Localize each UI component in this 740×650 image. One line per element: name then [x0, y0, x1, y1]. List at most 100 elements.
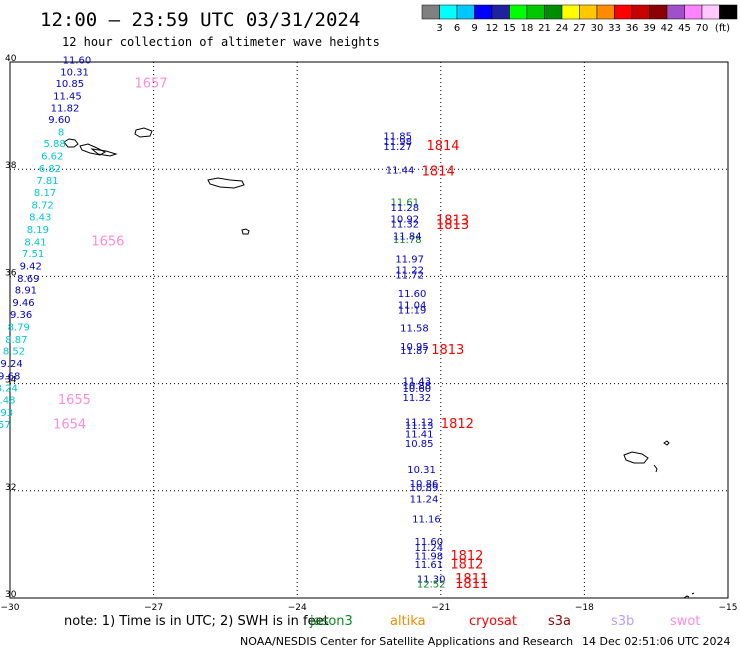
pass-time-label: 1811 [455, 577, 488, 592]
pass-time-label: 1813 [431, 343, 464, 358]
wave-height-value: 8.24 [0, 384, 18, 395]
wave-height-value: 11.19 [398, 305, 427, 316]
wave-height-value: 10.31 [60, 67, 89, 78]
wave-height-value: 9.42 [20, 261, 42, 272]
island-porto-santo [663, 440, 670, 446]
wave-height-value: 11.58 [400, 324, 429, 335]
wave-height-value: 11.04 [398, 301, 427, 312]
footer-timestamp: 14 Dec 02:51:06 UTC 2024 [582, 635, 730, 648]
pass-time-label: 1812 [450, 549, 483, 564]
wave-height-value: 10.88 [403, 381, 432, 392]
wave-height-value: 11.16 [412, 514, 441, 525]
x-tick-label: −24 [288, 603, 307, 613]
x-tick-label: −21 [431, 603, 450, 613]
y-tick-label: 30 [5, 590, 17, 600]
wave-height-value: 11.44 [386, 165, 415, 176]
color-scale-swatch [561, 4, 580, 20]
wave-height-value: 9.46 [12, 298, 34, 309]
wave-height-value: 10.86 [410, 479, 439, 490]
satellite-legend-swot: swot [670, 614, 700, 629]
color-scale-swatch [614, 4, 633, 20]
satellite-legend: jason3 altika cryosat s3a s3b swot [309, 614, 700, 629]
color-scale-label: 21 [538, 23, 551, 34]
pass-time-label: 1812 [441, 417, 474, 432]
wave-height-value: 9.24 [0, 359, 22, 370]
pass-time-label: 1814 [426, 139, 459, 154]
island-sao-miguel [207, 177, 245, 189]
wave-height-value: 8.57 [0, 420, 11, 431]
color-scale-label: 24 [556, 23, 569, 34]
x-tick-label: −30 [1, 603, 20, 613]
color-scale-label: 30 [591, 23, 604, 34]
color-scale-swatch [684, 4, 703, 20]
color-scale-swatch [491, 4, 510, 20]
satellite-legend-cryosat: cryosat [469, 614, 517, 629]
color-scale-swatch [474, 4, 493, 20]
wave-height-value: 8.87 [5, 335, 27, 346]
color-scale-label: 45 [678, 23, 691, 34]
wave-height-value: 8.93 [0, 408, 13, 419]
wave-height-value: 11.60 [398, 289, 427, 300]
wave-height-value: 11.82 [51, 103, 80, 114]
wave-height-value: 9.36 [10, 310, 32, 321]
wave-height-value: 11.45 [53, 92, 82, 103]
wave-height-value: 10.85 [405, 439, 434, 450]
wave-height-value: 11.43 [403, 377, 432, 388]
wave-height-value: 11.32 [391, 220, 420, 231]
pass-time-label: 1811 [455, 572, 488, 587]
wave-height-value: 11.97 [395, 254, 424, 265]
wave-height-value: 11.85 [383, 132, 412, 143]
wave-height-value: 11.12 [405, 417, 434, 428]
x-tick-label: −27 [144, 603, 163, 613]
color-scale-label: 15 [503, 23, 516, 34]
wave-height-value: 10.31 [407, 465, 436, 476]
color-scale-label: 70 [696, 23, 709, 34]
wave-height-value: 8 [58, 127, 64, 138]
wave-height-value: 8.79 [8, 323, 30, 334]
pass-time-label: 1656 [91, 234, 124, 249]
wave-height-value: 10.60 [403, 384, 432, 395]
color-scale-swatch [631, 4, 650, 20]
island-flores [63, 138, 79, 148]
lat-lon-grid [10, 62, 728, 598]
color-scale-swatch [439, 4, 458, 20]
wave-height-value: 11.60 [414, 537, 443, 548]
wave-height-value: 11.13 [405, 421, 434, 432]
wave-height-value: 11.28 [391, 203, 420, 214]
color-scale-label: 9 [471, 23, 477, 34]
satellite-legend-s3a: s3a [548, 614, 571, 629]
color-scale-swatch [456, 4, 475, 20]
wave-height-value: 11.60 [63, 56, 92, 67]
wave-height-value: 10.95 [400, 342, 429, 353]
color-scale-label: 33 [608, 23, 621, 34]
wave-height-value: 8.41 [24, 237, 46, 248]
wave-height-value: 8.91 [15, 286, 37, 297]
wave-height-value: 11.87 [400, 346, 429, 357]
color-scale-swatch [421, 4, 440, 20]
island-faial [79, 143, 107, 156]
wave-height-value: 11.30 [417, 574, 446, 585]
pass-time-labels: 1657165616551654181418141813181318131812… [53, 77, 488, 592]
y-tick-label: 34 [5, 376, 17, 386]
satellite-legend-altika: altika [390, 614, 426, 629]
color-scale-swatch [526, 4, 545, 20]
island-terceira [134, 127, 153, 138]
wave-height-value: 10.85 [55, 79, 84, 90]
wave-height-value: 11.24 [414, 543, 443, 554]
wave-height-value: 12.52 [417, 579, 446, 590]
wave-height-value: 6.82 [39, 164, 61, 175]
wave-height-value: 8.52 [3, 347, 25, 358]
x-tick-label: −15 [719, 603, 738, 613]
wave-height-value: 10.89 [410, 483, 439, 494]
wave-height-value: 11.41 [405, 430, 434, 441]
wave-height-value: 11.61 [391, 198, 420, 209]
color-scale-swatch [701, 4, 720, 20]
wave-height-value: 7.51 [22, 249, 44, 260]
chart-title: 12:00 – 23:59 UTC 03/31/2024 [40, 9, 360, 31]
wave-height-value: 8.69 [17, 274, 39, 285]
wave-height-value: 11.78 [393, 235, 422, 246]
islands-coastline [63, 127, 695, 599]
wave-height-value: 8.72 [32, 200, 54, 211]
island-selvagens [683, 592, 695, 599]
